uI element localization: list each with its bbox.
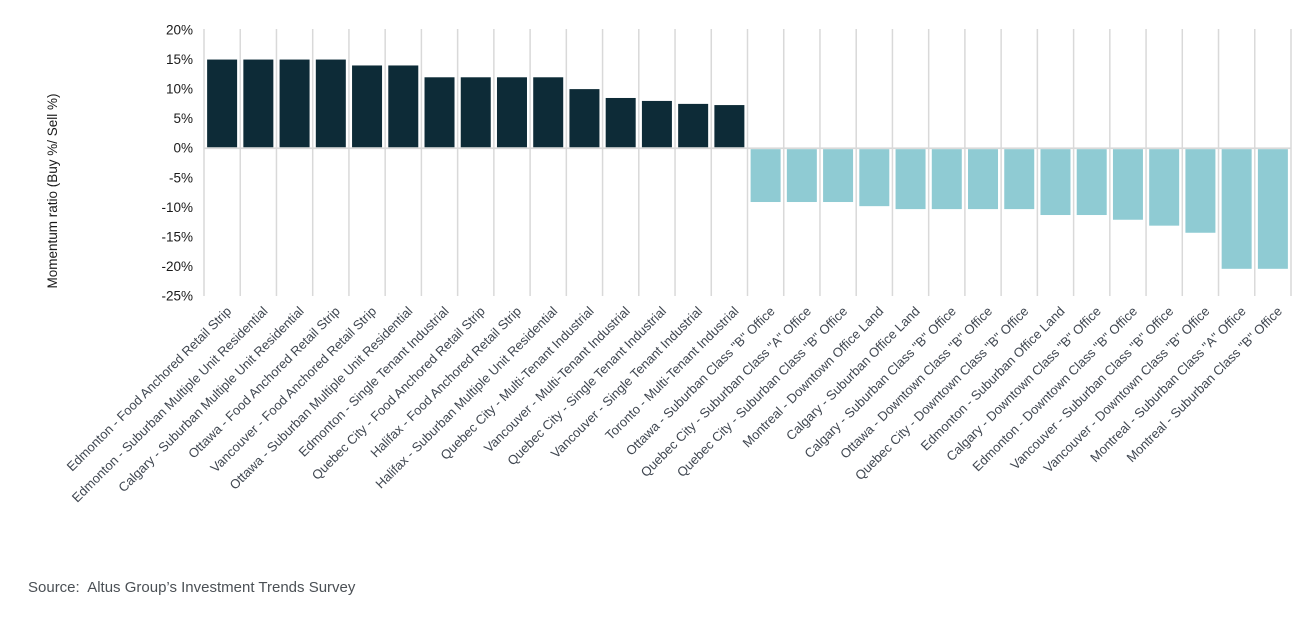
bar-positive (533, 77, 564, 148)
source-note: Source: Altus Group’s Investment Trends … (28, 579, 356, 596)
y-tick-label: 5% (173, 111, 193, 126)
bar-negative (1112, 149, 1143, 220)
bar-negative (968, 149, 999, 210)
y-tick-label: -5% (169, 170, 193, 185)
y-tick-label: -25% (161, 289, 193, 304)
bar-positive (460, 77, 491, 148)
bar-positive (243, 59, 274, 148)
bar-positive (352, 65, 383, 148)
y-axis-title: Momentum ratio (Buy %/ Sell %) (45, 93, 60, 288)
momentum-ratio-bar-chart: 20% 15% 10% 5% 0% -5% -10% -15% -20% -25% Momentum… (45, 23, 1292, 505)
bar-negative (750, 149, 781, 203)
bar-positive (207, 59, 238, 148)
bar-positive (496, 77, 527, 148)
bar-negative (1076, 149, 1107, 216)
bar-negative (895, 149, 926, 210)
y-tick-label: 20% (166, 23, 193, 38)
bar-negative (859, 149, 890, 207)
y-tick-label: -10% (161, 200, 193, 215)
bar-positive (605, 97, 636, 148)
bar-negative (1221, 149, 1252, 269)
bar-negative (1040, 149, 1071, 216)
bar-positive (569, 89, 600, 148)
bar-positive (315, 59, 346, 148)
bar-positive (388, 65, 419, 148)
bar-negative (1004, 149, 1035, 210)
bar-negative (823, 149, 854, 203)
bar-positive (424, 77, 455, 148)
bar-positive (641, 100, 672, 148)
bar-negative (1149, 149, 1180, 226)
bar-negative (1185, 149, 1216, 233)
y-tick-label: -20% (161, 259, 193, 274)
bar-positive (714, 105, 745, 148)
bar-negative (931, 149, 962, 210)
bar-positive (678, 103, 709, 148)
bar-negative (786, 149, 817, 203)
y-tick-label: 10% (166, 82, 193, 97)
y-tick-label: -15% (161, 229, 193, 244)
y-tick-label: 15% (166, 52, 193, 67)
x-category-label: Edmonton - Food Anchored Retail Strip (64, 304, 235, 475)
bar-negative (1257, 149, 1288, 269)
bar-positive (279, 59, 310, 148)
y-tick-label: 0% (173, 141, 193, 156)
